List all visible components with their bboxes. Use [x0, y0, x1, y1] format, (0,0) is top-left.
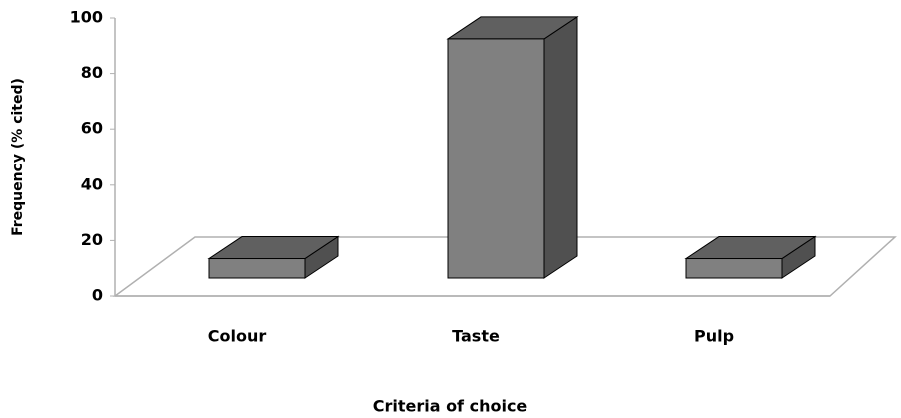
y-tick-label: 40	[81, 174, 103, 193]
bar	[208, 258, 306, 279]
y-tick-label: 60	[81, 119, 103, 138]
bar	[685, 258, 783, 279]
x-axis-title: Criteria of choice	[373, 397, 528, 416]
y-tick-label: 100	[70, 8, 103, 27]
x-tick-label: Taste	[452, 327, 500, 346]
bar-side	[543, 15, 578, 279]
bar	[447, 38, 545, 279]
y-axis-title: Frequency (% cited)	[10, 78, 26, 236]
x-tick-label: Colour	[208, 327, 267, 346]
y-tick-label: 0	[92, 286, 103, 305]
y-tick-label: 20	[81, 230, 103, 249]
x-tick-label: Pulp	[694, 327, 734, 346]
y-tick-label: 80	[81, 63, 103, 82]
